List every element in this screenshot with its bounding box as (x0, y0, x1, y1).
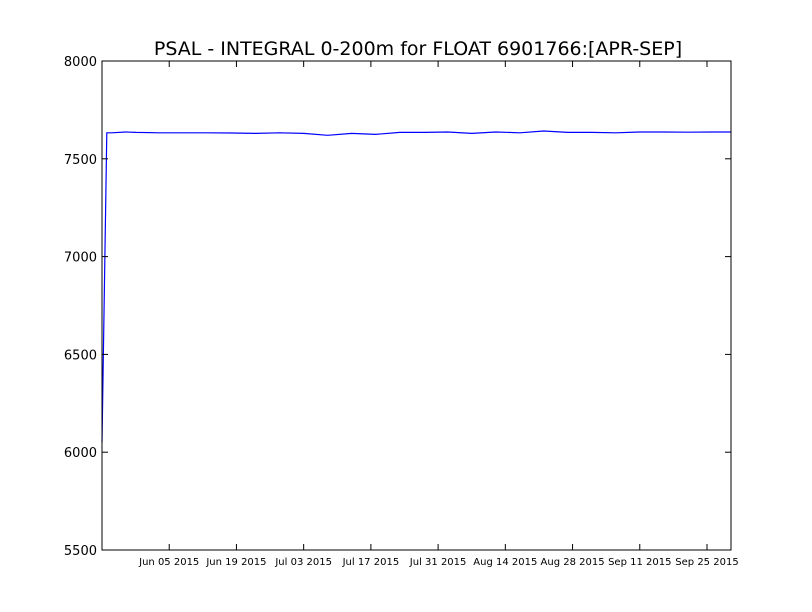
x-tick-label: Jul 03 2015 (274, 557, 332, 568)
y-tick-label: 7000 (64, 251, 97, 266)
y-tick-label: 6000 (64, 446, 97, 461)
x-tick-label: Sep 11 2015 (608, 557, 671, 568)
x-axis: Jun 05 2015 Jun 19 2015 Jul 03 2015 Jul 17 … (138, 61, 739, 568)
series-layer (101, 130, 731, 443)
plot-area (102, 61, 731, 550)
x-tick-label: Jun 19 2015 (205, 557, 266, 568)
y-tick-label: 6500 (64, 348, 97, 363)
y-tick-label: 5500 (64, 544, 97, 559)
series-line-0 (101, 130, 731, 443)
chart-title: PSAL - INTEGRAL 0-200m for FLOAT 6901766… (154, 38, 682, 60)
x-tick-label: Jun 05 2015 (138, 557, 199, 568)
x-tick-label: Jul 17 2015 (342, 557, 400, 568)
x-tick-label: Aug 14 2015 (473, 557, 537, 568)
x-tick-label: Sep 25 2015 (675, 557, 738, 568)
y-tick-label: 8000 (64, 55, 97, 70)
plot-frame (101, 60, 732, 551)
y-tick-label: 7500 (64, 153, 97, 168)
x-tick-label: Aug 28 2015 (541, 557, 605, 568)
x-tick-label: Jul 31 2015 (409, 557, 467, 568)
